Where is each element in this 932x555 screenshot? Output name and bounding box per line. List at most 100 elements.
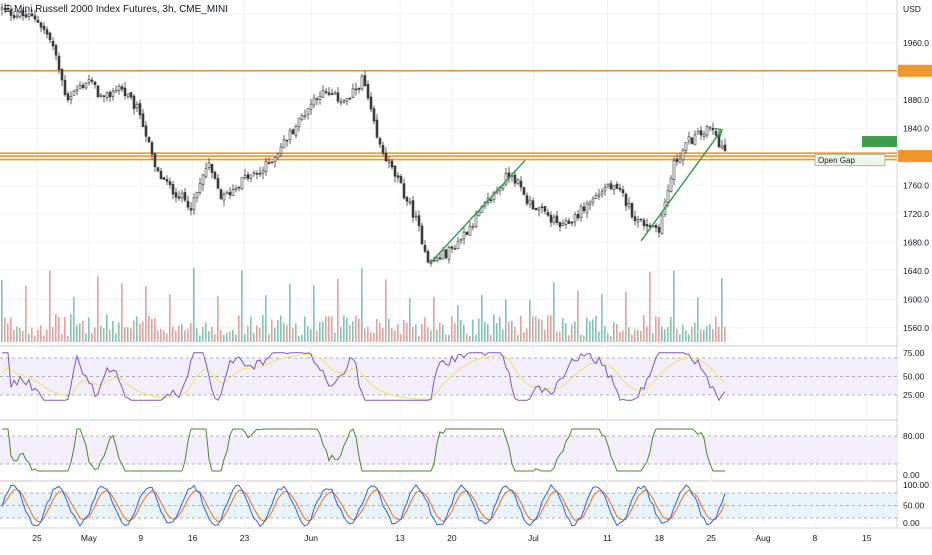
volume-bar-40 bbox=[121, 283, 123, 342]
volume-bar-200 bbox=[601, 293, 603, 342]
candle-body-190 bbox=[570, 221, 574, 224]
volume-bar-233 bbox=[700, 329, 702, 342]
volume-bar-213 bbox=[640, 331, 642, 342]
volume-bar-118 bbox=[355, 315, 357, 342]
volume-bar-181 bbox=[544, 330, 546, 342]
candle-body-20 bbox=[60, 68, 64, 81]
trendline-arrowhead bbox=[714, 127, 723, 137]
candle-body-95 bbox=[285, 139, 289, 142]
volume-bar-98 bbox=[295, 323, 297, 342]
volume-bar-39 bbox=[118, 322, 120, 342]
candle-body-120 bbox=[360, 75, 364, 90]
volume-bar-6 bbox=[19, 327, 21, 342]
candle-body-233 bbox=[699, 130, 703, 136]
volume-bar-143 bbox=[430, 330, 432, 342]
candle-body-52 bbox=[156, 167, 160, 172]
candle-body-210 bbox=[630, 202, 634, 218]
volume-bar-43 bbox=[130, 327, 132, 342]
volume-bar-35 bbox=[106, 314, 108, 342]
candle-body-145 bbox=[435, 257, 439, 261]
candle-body-32 bbox=[96, 85, 100, 98]
candle-body-2 bbox=[6, 8, 10, 11]
volume-bar-174 bbox=[523, 332, 525, 342]
volume-bar-148 bbox=[445, 334, 447, 342]
volume-bar-203 bbox=[610, 335, 612, 342]
volume-bar-11 bbox=[34, 335, 36, 342]
volume-bar-235 bbox=[706, 325, 708, 342]
candle-body-241 bbox=[723, 144, 727, 151]
candle-body-227 bbox=[681, 149, 685, 161]
volume-bar-150 bbox=[451, 316, 453, 342]
volume-bar-185 bbox=[556, 331, 558, 342]
candle-body-29 bbox=[87, 79, 91, 83]
volume-bar-236 bbox=[709, 324, 711, 342]
candle-body-28 bbox=[84, 83, 88, 89]
candle-body-193 bbox=[579, 206, 583, 218]
candle-body-187 bbox=[561, 223, 565, 226]
volume-bar-160 bbox=[481, 295, 483, 342]
candle-body-188 bbox=[564, 220, 568, 225]
candle-body-189 bbox=[567, 220, 571, 224]
volume-bar-38 bbox=[115, 333, 117, 342]
volume-bar-219 bbox=[658, 316, 660, 342]
volume-bar-113 bbox=[340, 326, 342, 342]
candle-body-92 bbox=[276, 153, 280, 158]
candle-body-140 bbox=[420, 225, 424, 245]
volume-bar-19 bbox=[58, 317, 60, 342]
stoch-tick-0: 0.00 bbox=[903, 470, 920, 480]
candle-body-124 bbox=[372, 108, 376, 122]
volume-bar-87 bbox=[262, 314, 264, 342]
candle-body-0 bbox=[0, 7, 4, 10]
volume-bar-90 bbox=[271, 319, 273, 342]
candle-body-67 bbox=[201, 174, 205, 186]
candle-body-155 bbox=[465, 231, 469, 235]
volume-bar-45 bbox=[136, 316, 138, 342]
volume-bar-58 bbox=[175, 330, 177, 342]
volume-bar-239 bbox=[718, 326, 720, 342]
candle-body-82 bbox=[246, 174, 250, 179]
candle-body-114 bbox=[342, 100, 346, 103]
candle-body-10 bbox=[30, 13, 34, 16]
candle-body-235 bbox=[705, 126, 709, 136]
volume-bar-79 bbox=[238, 315, 240, 342]
volume-bar-162 bbox=[487, 323, 489, 342]
candle-body-106 bbox=[318, 95, 322, 100]
volume-bar-138 bbox=[415, 324, 417, 342]
volume-bar-215 bbox=[646, 326, 648, 342]
candle-body-9 bbox=[27, 13, 31, 17]
candle-body-37 bbox=[111, 90, 115, 97]
candle-body-149 bbox=[447, 247, 451, 260]
candle-body-122 bbox=[366, 84, 370, 99]
volume-bar-229 bbox=[688, 334, 690, 342]
volume-bar-78 bbox=[235, 334, 237, 342]
volume-bar-99 bbox=[298, 335, 300, 342]
volume-bar-202 bbox=[607, 333, 609, 342]
candle-body-213 bbox=[639, 218, 643, 221]
candle-body-12 bbox=[36, 19, 40, 23]
volume-bar-164 bbox=[493, 314, 495, 342]
volume-bar-110 bbox=[331, 316, 333, 342]
candle-body-111 bbox=[333, 92, 337, 95]
candle-body-186 bbox=[558, 221, 562, 228]
candle-body-107 bbox=[321, 90, 325, 98]
volume-bar-92 bbox=[277, 320, 279, 342]
volume-bar-129 bbox=[388, 319, 390, 342]
volume-bar-66 bbox=[199, 335, 201, 342]
volume-bar-29 bbox=[88, 317, 90, 342]
candle-body-159 bbox=[477, 211, 481, 217]
candle-body-172 bbox=[516, 179, 520, 185]
volume-bar-86 bbox=[259, 327, 261, 342]
volume-bar-75 bbox=[226, 333, 228, 342]
candle-body-57 bbox=[171, 184, 175, 195]
rsi-tick-25: 25.00 bbox=[903, 390, 925, 400]
volume-bar-68 bbox=[205, 322, 207, 342]
volume-bar-93 bbox=[280, 315, 282, 342]
candle-body-147 bbox=[441, 250, 445, 260]
candle-body-109 bbox=[327, 92, 331, 95]
candle-body-223 bbox=[669, 177, 673, 192]
candle-body-105 bbox=[315, 98, 319, 101]
candle-body-229 bbox=[687, 136, 691, 142]
volume-bar-82 bbox=[247, 325, 249, 342]
